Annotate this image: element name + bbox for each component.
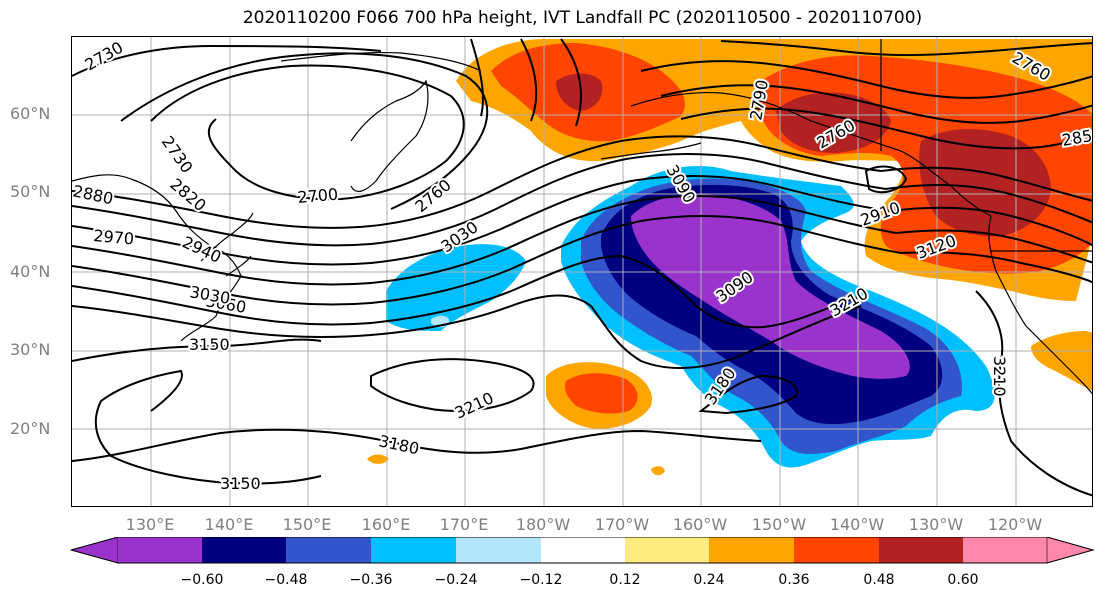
contour-label: 2730: [82, 38, 127, 75]
lon-label-160w: 160°W: [672, 515, 728, 534]
contour-north-1: [470, 38, 582, 127]
contour-label: 3210: [990, 356, 1009, 397]
contour-north-4: [680, 107, 1092, 150]
map-canvas: 2730 2730 2820 2880 2970 2940 3060 3030 …: [72, 37, 1092, 506]
lon-label-160e: 160°E: [361, 515, 411, 534]
contour-label: 2700: [297, 185, 339, 207]
lon-label-170e: 170°E: [439, 515, 489, 534]
colorbar-cell: [286, 537, 371, 563]
contour-3210-right: [975, 290, 1092, 497]
colorbar: [69, 537, 1095, 564]
colorbar-label: 0.24: [693, 572, 725, 588]
colorbar-label: 0.60: [947, 572, 979, 588]
contour-2700: [150, 64, 465, 201]
lon-label-130w: 130°W: [908, 515, 964, 534]
colorbar-cell: [963, 537, 1047, 563]
dark-red-region-3: [556, 73, 603, 111]
orange-spot-1: [367, 454, 389, 464]
contour-2730-west: [72, 44, 382, 77]
colorbar-label: 0.36: [778, 572, 810, 588]
contour-label: 3150: [220, 474, 261, 493]
colorbar-cell: [118, 537, 202, 563]
contour-2760: [120, 52, 489, 210]
contour-label: 2940: [179, 232, 224, 266]
coast-siberia: [280, 51, 482, 72]
contour-label: 2730: [158, 132, 197, 176]
orange-spot-2: [651, 466, 665, 476]
coast-kamchatka: [350, 79, 429, 193]
contour-north-3: [660, 84, 1092, 124]
colorbar-label: −0.48: [264, 572, 308, 588]
contour-north-5: [720, 40, 1092, 57]
colorbar-cell: [541, 537, 625, 563]
colorbar-label: −0.60: [180, 572, 224, 588]
contour-ridge-3: [890, 206, 1092, 247]
colorbar-cell: [69, 537, 119, 564]
coast-asia-east: [72, 174, 242, 342]
contour-3210-left: [370, 358, 535, 413]
colorbar-label: −0.12: [519, 572, 563, 588]
contour-band-3: [72, 175, 892, 266]
contour-label: 3150: [189, 335, 230, 354]
colorbar-label: 0.12: [609, 572, 641, 588]
contour-ridge-1: [880, 166, 1092, 202]
lat-label-40n: 40°N: [10, 262, 51, 281]
contour-label: 3210: [452, 388, 497, 422]
lon-label-140w: 140°W: [829, 515, 885, 534]
contour-label: 2880: [72, 181, 115, 208]
contour-label: 3180: [377, 431, 421, 458]
red-orange-region-hawaii: [564, 373, 638, 414]
contour-3180: [72, 428, 762, 462]
colorbar-label: −0.36: [349, 572, 393, 588]
lon-label-150w: 150°W: [751, 515, 807, 534]
lon-label-180w: 180°W: [515, 515, 571, 534]
colorbar-cell: [625, 537, 709, 563]
contour-band-7: [72, 294, 862, 369]
contour-north-2: [640, 60, 1092, 99]
lat-label-50n: 50°N: [10, 182, 51, 201]
colorbar-cell: [879, 537, 963, 563]
contour-closed-low: [864, 165, 908, 194]
dark-red-region-2: [919, 129, 1051, 237]
map-title: 2020110200 F066 700 hPa height, IVT Land…: [242, 8, 923, 28]
contour-label: 3030: [188, 282, 231, 308]
colorbar-cell: [1046, 537, 1095, 564]
colorbar-cell: [202, 537, 286, 563]
contour-ridge-2: [885, 183, 1092, 224]
colorbar-cell: [709, 537, 794, 563]
contour-band-2: [72, 153, 887, 247]
colorbar-label: −0.24: [434, 572, 478, 588]
height-contours: [72, 38, 1092, 497]
contour-3150-inner: [94, 369, 322, 485]
contour-band-4: [72, 195, 897, 286]
contour-ridge-5: [900, 251, 1092, 284]
contour-label: 2970: [93, 226, 135, 248]
lon-label-140e: 140°E: [204, 515, 254, 534]
lat-label-30n: 30°N: [10, 340, 51, 359]
lat-label-20n: 20°N: [10, 419, 51, 438]
lon-label-170w: 170°W: [594, 515, 650, 534]
contour-ridge-4: [895, 229, 1092, 264]
contour-3150-south: [72, 338, 322, 362]
coast-aleutians: [600, 142, 702, 160]
negative-ivt-shading: [386, 166, 995, 468]
lon-label-120w: 120°W: [987, 515, 1043, 534]
graticule: [72, 37, 1092, 506]
contour-band-1: [72, 135, 882, 229]
coast-canada-border: [880, 39, 1092, 252]
contour-3180-loop: [698, 374, 798, 415]
contour-band-6: [72, 254, 862, 329]
contour-band-5: [72, 215, 902, 306]
lon-label-130e: 130°E: [125, 515, 175, 534]
colorbar-cell: [371, 537, 456, 563]
colorbar-label: 0.48: [863, 572, 895, 588]
lat-label-60n: 60°N: [10, 104, 51, 123]
lon-label-150e: 150°E: [282, 515, 332, 534]
colorbar-outline: [70, 537, 1095, 564]
map-panel: 2730 2730 2820 2880 2970 2940 3060 3030 …: [71, 36, 1093, 507]
colorbar-cell: [794, 537, 879, 563]
colorbar-cell: [456, 537, 541, 563]
